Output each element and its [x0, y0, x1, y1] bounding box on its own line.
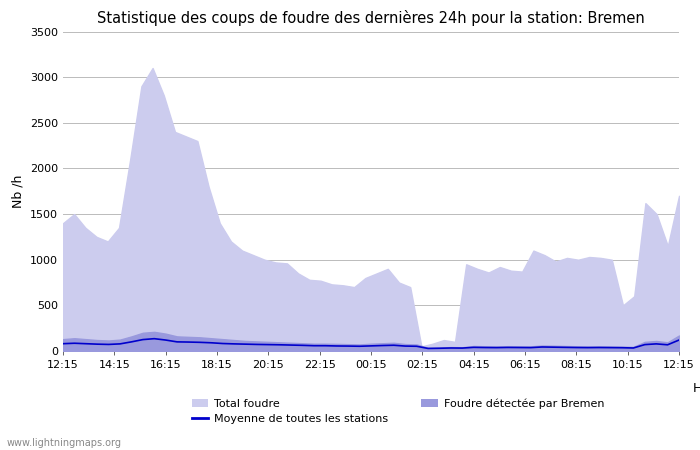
Y-axis label: Nb /h: Nb /h — [11, 175, 25, 208]
Text: Heure: Heure — [693, 382, 700, 395]
Legend: Total foudre, Moyenne de toutes les stations, Foudre détectée par Bremen: Total foudre, Moyenne de toutes les stat… — [192, 398, 604, 424]
Title: Statistique des coups de foudre des dernières 24h pour la station: Bremen: Statistique des coups de foudre des dern… — [97, 10, 645, 26]
Text: www.lightningmaps.org: www.lightningmaps.org — [7, 438, 122, 448]
